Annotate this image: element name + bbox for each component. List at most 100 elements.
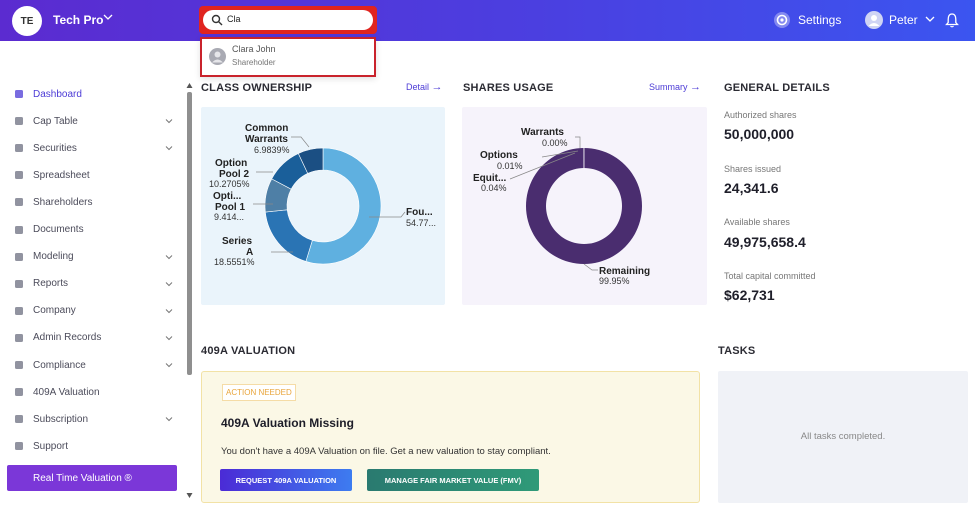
shares-usage-chart: Warrants Options Equit... Remaining 0.00… xyxy=(473,127,650,286)
arrow-right-icon: → xyxy=(431,81,443,93)
chevron-down-icon[interactable] xyxy=(165,361,173,369)
chevron-down-icon[interactable] xyxy=(925,14,935,24)
search-input-wrap[interactable]: Cla xyxy=(203,10,373,30)
warrants-percent: 0.00% xyxy=(542,138,568,148)
gear-icon[interactable] xyxy=(773,11,791,29)
request-409a-valuation-button[interactable]: REQUEST 409A VALUATION xyxy=(220,469,352,491)
chevron-down-icon[interactable] xyxy=(165,253,173,261)
company-icon xyxy=(15,306,23,315)
real-time-valuation-button[interactable]: Real Time Valuation ® xyxy=(7,465,177,491)
chevron-down-icon[interactable] xyxy=(165,334,173,342)
chevron-down-icon[interactable] xyxy=(165,307,173,315)
capital-committed-value: $62,731 xyxy=(724,287,775,303)
manage-fmv-button[interactable]: MANAGE FAIR MARKET VALUE (FMV) xyxy=(367,469,539,491)
tasks-title: TASKS xyxy=(718,345,756,357)
sidebar-item-modeling[interactable]: Modeling xyxy=(14,248,179,266)
admin-records-icon xyxy=(15,333,23,342)
remaining-label: Remaining xyxy=(599,266,650,277)
sidebar-item-support[interactable]: Support xyxy=(14,437,179,455)
company-name[interactable]: Tech Pro xyxy=(53,13,104,27)
founders-percent: 54.77... xyxy=(406,218,436,228)
leader-line xyxy=(575,136,581,148)
dashboard-icon xyxy=(15,90,23,98)
equity-label: Equit... xyxy=(473,173,507,184)
bell-icon[interactable] xyxy=(945,12,959,28)
chevron-down-icon[interactable] xyxy=(165,415,173,423)
slice-common-warrants[interactable] xyxy=(297,147,324,174)
sidebar-item-company[interactable]: Company xyxy=(14,302,179,320)
valuation-icon xyxy=(15,388,23,397)
sidebar-item-subscription[interactable]: Subscription xyxy=(14,410,179,428)
compliance-icon xyxy=(15,361,23,369)
summary-link[interactable]: Summary → xyxy=(649,81,701,93)
class-ownership-card: Common Warrants Option Pool 2 Opti... Po… xyxy=(201,107,445,305)
company-avatar[interactable]: TE xyxy=(12,6,42,36)
spreadsheet-icon xyxy=(15,171,23,180)
series-a-label: Series xyxy=(222,236,252,247)
user-avatar[interactable] xyxy=(865,11,883,29)
option-pool-2-label: Option xyxy=(215,158,247,169)
class-ownership-title: CLASS OWNERSHIP xyxy=(201,82,313,94)
documents-icon xyxy=(15,225,23,234)
sidebar-item-cap-table[interactable]: Cap Table xyxy=(14,112,179,130)
securities-icon xyxy=(15,144,23,153)
general-details-title: GENERAL DETAILS xyxy=(724,82,830,94)
sidebar-item-label: Compliance xyxy=(33,359,86,371)
sidebar-item-409a-valuation[interactable]: 409A Valuation xyxy=(14,383,179,401)
equity-percent: 0.04% xyxy=(481,183,507,193)
series-a-percent: 18.5551% xyxy=(214,257,255,267)
shareholders-icon xyxy=(15,198,23,207)
options-percent: 0.01% xyxy=(497,161,523,171)
scrollbar-thumb[interactable] xyxy=(187,92,192,375)
leader-line xyxy=(291,136,310,148)
sidebar-item-label: 409A Valuation xyxy=(33,386,100,398)
sidebar-item-documents[interactable]: Documents xyxy=(14,221,179,239)
option-pool-2-percent: 10.2705% xyxy=(209,179,250,189)
valuation-heading: 409A Valuation Missing xyxy=(221,416,354,430)
search-icon xyxy=(211,14,223,26)
shares-issued-label: Shares issued xyxy=(724,164,782,174)
series-a-label: A xyxy=(246,247,253,258)
sidebar-item-shareholders[interactable]: Shareholders xyxy=(14,193,179,211)
search-result-item[interactable]: Clara John Shareholder xyxy=(202,39,374,75)
slice-remaining[interactable] xyxy=(526,148,643,264)
sidebar-item-reports[interactable]: Reports xyxy=(14,275,179,293)
reports-icon xyxy=(15,279,23,288)
slice-founders[interactable] xyxy=(305,147,382,265)
user-icon xyxy=(868,15,880,26)
class-ownership-chart: Common Warrants Option Pool 2 Opti... Po… xyxy=(209,123,436,267)
chevron-down-icon[interactable] xyxy=(165,117,173,125)
sidebar-item-label: Dashboard xyxy=(33,88,82,100)
detail-link[interactable]: Detail → xyxy=(406,81,443,93)
warrants-label: Warrants xyxy=(521,127,564,138)
sidebar-item-label: Company xyxy=(33,305,76,317)
slice-series-a[interactable] xyxy=(264,209,313,262)
settings-link[interactable]: Settings xyxy=(798,13,842,27)
search-box[interactable]: Cla xyxy=(199,6,377,34)
user-name[interactable]: Peter xyxy=(889,13,918,27)
scroll-down-arrow-icon[interactable] xyxy=(186,492,193,499)
chevron-down-icon[interactable] xyxy=(103,12,113,22)
top-bar: TE Tech Pro Cla Settings Peter xyxy=(0,0,975,41)
sidebar-item-label: Securities xyxy=(33,142,77,154)
sidebar-item-label: Documents xyxy=(33,224,84,235)
search-input[interactable]: Cla xyxy=(227,14,241,24)
sidebar-item-admin-records[interactable]: Admin Records xyxy=(14,329,179,347)
user-icon xyxy=(209,48,226,65)
common-warrants-label: Warrants xyxy=(245,134,288,145)
sidebar-item-securities[interactable]: Securities xyxy=(14,139,179,157)
shares-issued-value: 24,341.6 xyxy=(724,180,779,196)
detail-link-label: Detail xyxy=(406,82,430,92)
chevron-down-icon[interactable] xyxy=(165,144,173,152)
sidebar-item-spreadsheet[interactable]: Spreadsheet xyxy=(14,166,179,184)
authorized-shares-label: Authorized shares xyxy=(724,110,797,120)
support-icon xyxy=(15,442,23,451)
scroll-up-arrow-icon[interactable] xyxy=(186,82,193,89)
sidebar-item-dashboard[interactable]: Dashboard xyxy=(14,85,179,103)
sidebar-item-compliance[interactable]: Compliance xyxy=(14,356,179,374)
sidebar-item-label: Reports xyxy=(33,278,69,290)
sidebar-item-label: Admin Records xyxy=(33,332,102,344)
chevron-down-icon[interactable] xyxy=(165,280,173,288)
subscription-icon xyxy=(15,415,23,424)
sidebar-item-label: Support xyxy=(33,440,69,452)
